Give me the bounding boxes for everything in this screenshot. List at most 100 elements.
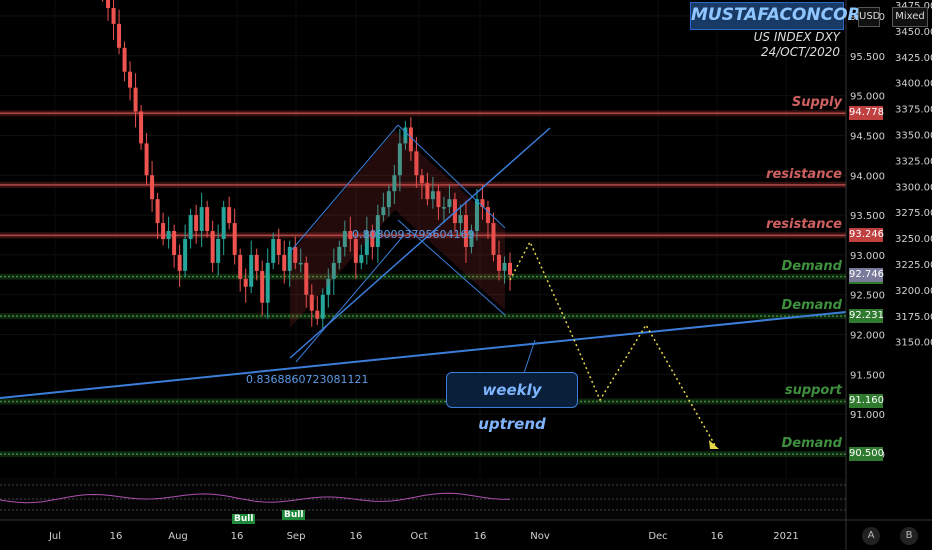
channel-down-lower — [397, 219, 506, 316]
candle-body — [221, 207, 226, 239]
candle-body — [260, 270, 265, 303]
y-tick-label: 94.000 — [850, 171, 885, 182]
fib-lower-label: 0.8368860723081121 — [246, 373, 369, 386]
weekly-trendline — [0, 311, 847, 399]
weekly-uptrend-label: weekly uptrend — [446, 372, 578, 433]
x-tick-label: Aug — [168, 531, 188, 542]
y2-tick-label: 3250.00 — [895, 234, 932, 245]
candle-body — [227, 207, 232, 224]
candle-body — [502, 262, 507, 271]
currency-button[interactable]: USD — [858, 7, 880, 27]
candle-body — [155, 199, 160, 224]
y2-tick-label: 3150.00 — [895, 338, 932, 349]
y2-tick-label: 3375.00 — [895, 105, 932, 116]
candle-body — [199, 207, 204, 232]
candle-body — [139, 111, 144, 144]
candle-body — [463, 215, 468, 247]
level-label: resistance — [766, 217, 842, 233]
candle-body — [128, 71, 133, 88]
symbol-subtitle: US INDEX DXY — [753, 30, 840, 44]
candle-body — [397, 143, 402, 176]
candle-body — [183, 238, 188, 271]
candle-body — [348, 231, 353, 239]
candle-body — [359, 254, 364, 263]
y2-tick-label: 3350.00 — [895, 131, 932, 142]
x-tick-label: 16 — [110, 531, 123, 542]
x-tick-label: Jul — [48, 531, 61, 542]
level-band — [0, 313, 846, 320]
trend-overlays — [0, 124, 847, 399]
candle-body — [254, 254, 259, 271]
y2-tick-label: 3475.00 — [895, 1, 932, 12]
candle-body — [216, 238, 221, 263]
b-button[interactable]: B — [900, 527, 918, 545]
candle-body — [282, 254, 287, 271]
indicator-pane — [0, 478, 846, 520]
candle-body — [386, 191, 391, 208]
y2-tick-label: 3450.00 — [895, 27, 932, 38]
channel-down-upper — [397, 124, 506, 229]
candle-body — [249, 254, 254, 287]
grid-lines — [0, 0, 846, 520]
channel-up-inner — [295, 234, 405, 363]
auto-scale-button[interactable]: A — [862, 527, 880, 545]
y-tick-label: 93.500 — [850, 211, 885, 222]
projection-line — [509, 240, 717, 448]
y-tick-label: 94.500 — [850, 131, 885, 142]
candle-body — [194, 215, 199, 232]
candle-body — [425, 183, 430, 200]
candle-body — [205, 207, 210, 232]
candle-body — [370, 231, 375, 247]
candle-body — [392, 175, 397, 192]
x-tick-label: 16 — [474, 531, 487, 542]
candle-body — [485, 207, 490, 224]
y2-tick-label: 3400.00 — [895, 79, 932, 90]
candle-body — [469, 231, 474, 247]
x-tick-label: 2021 — [773, 531, 798, 542]
fib-upper-label: 0.8080093795604169 — [352, 228, 475, 241]
candle-body — [150, 175, 155, 200]
y2-tick-label: 3300.00 — [895, 182, 932, 193]
candle-body — [111, 7, 116, 24]
level-label: Demand — [781, 258, 843, 274]
candle-body — [243, 278, 248, 287]
candle-body — [381, 207, 386, 216]
projection-arrowhead — [709, 440, 719, 449]
channel-up-outer — [289, 124, 399, 253]
candle-body — [337, 246, 342, 263]
candle-body — [188, 215, 193, 239]
projection-path — [509, 240, 719, 449]
y-tick-label: 91.000 — [850, 410, 885, 421]
candle-body — [161, 223, 166, 239]
y-tick-label: 92.000 — [850, 331, 885, 342]
scale-mode-button[interactable]: Mixed — [892, 7, 928, 27]
y2-tick-label: 3225.00 — [895, 260, 932, 271]
candle-body — [342, 231, 347, 247]
x-tick-label: Dec — [648, 531, 667, 542]
candle-body — [375, 215, 380, 247]
y-tick-label: 95.500 — [850, 52, 885, 63]
x-tick-label: Sep — [287, 531, 306, 542]
author-badge: MUSTAFACONCORD — [690, 2, 875, 30]
candle-body — [133, 87, 138, 112]
y2-tick-label: 3200.00 — [895, 286, 932, 297]
candle-body — [441, 207, 446, 209]
candle-body — [117, 23, 122, 48]
candle-body — [474, 199, 479, 232]
x-tick-label: 16 — [711, 531, 724, 542]
candle-body — [106, 0, 111, 8]
candle-body — [408, 127, 413, 152]
candle-body — [364, 231, 369, 255]
x-tick-label: 16 — [350, 531, 363, 542]
level-label: Supply — [791, 95, 842, 111]
level-price-badge: 90.500 — [849, 447, 884, 462]
candle-body — [403, 127, 408, 144]
level-price-badge: 92.231 — [849, 309, 884, 324]
candle-body — [210, 231, 215, 263]
candle-body — [430, 191, 435, 200]
candle-body — [496, 254, 501, 271]
bull-signal-1: Bull — [232, 514, 256, 524]
level-label: Demand — [781, 436, 843, 452]
